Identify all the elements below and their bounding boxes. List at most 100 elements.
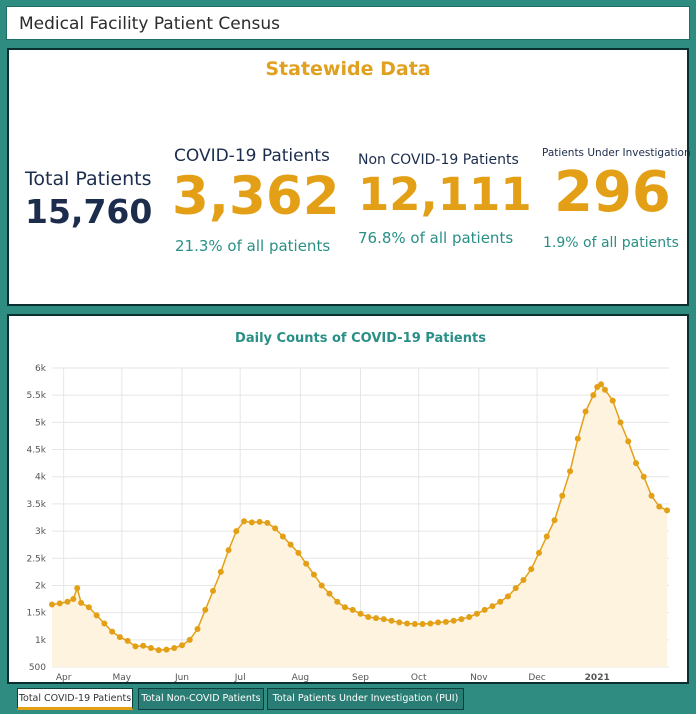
- data-point[interactable]: [217, 568, 224, 575]
- data-point[interactable]: [287, 541, 294, 548]
- data-point[interactable]: [295, 549, 302, 556]
- data-point[interactable]: [357, 610, 364, 617]
- data-point[interactable]: [272, 525, 279, 532]
- data-point[interactable]: [633, 460, 640, 467]
- data-point[interactable]: [458, 616, 465, 623]
- data-point[interactable]: [528, 566, 535, 573]
- data-point[interactable]: [481, 606, 488, 613]
- data-point[interactable]: [617, 419, 624, 426]
- pui-patients-value: 296: [554, 160, 671, 225]
- data-point[interactable]: [155, 647, 162, 654]
- data-point[interactable]: [334, 598, 341, 605]
- tab-total-non-covid-patients[interactable]: Total Non-COVID Patients: [138, 688, 264, 710]
- data-point[interactable]: [598, 381, 605, 388]
- y-tick-label: 3k: [35, 527, 47, 537]
- data-point[interactable]: [225, 547, 232, 554]
- data-point[interactable]: [349, 606, 356, 613]
- data-point[interactable]: [373, 615, 380, 622]
- y-tick-label: 1k: [35, 636, 47, 646]
- data-point[interactable]: [56, 600, 63, 607]
- data-point[interactable]: [116, 634, 123, 641]
- tab-total-covid-patients[interactable]: Total COVID-19 Patients: [17, 688, 133, 710]
- data-point[interactable]: [241, 518, 248, 525]
- data-point[interactable]: [318, 582, 325, 589]
- data-point[interactable]: [656, 503, 663, 510]
- data-point[interactable]: [303, 560, 310, 567]
- data-point[interactable]: [178, 642, 185, 649]
- data-point[interactable]: [124, 637, 131, 644]
- stats-heading: Statewide Data: [265, 58, 431, 80]
- data-point[interactable]: [512, 585, 519, 592]
- app-title-bar: Medical Facility Patient Census: [6, 6, 690, 40]
- data-point[interactable]: [427, 620, 434, 627]
- y-tick-label: 2.5k: [26, 554, 46, 564]
- data-point[interactable]: [109, 628, 116, 635]
- data-point[interactable]: [609, 397, 616, 404]
- data-point[interactable]: [489, 603, 496, 610]
- data-point[interactable]: [264, 519, 271, 526]
- data-point[interactable]: [551, 517, 558, 524]
- data-point[interactable]: [419, 621, 426, 628]
- data-point[interactable]: [186, 636, 193, 643]
- y-tick-label: 4k: [35, 473, 47, 483]
- data-point[interactable]: [404, 620, 411, 627]
- data-point[interactable]: [140, 642, 147, 649]
- data-point[interactable]: [543, 533, 550, 540]
- data-point[interactable]: [435, 619, 442, 626]
- data-point[interactable]: [341, 604, 348, 611]
- data-point[interactable]: [442, 618, 449, 625]
- data-point[interactable]: [574, 435, 581, 442]
- data-point[interactable]: [248, 519, 255, 526]
- data-point[interactable]: [559, 492, 566, 499]
- x-tick-label: Aug: [292, 673, 310, 682]
- tab-total-pui[interactable]: Total Patients Under Investigation (PUI): [267, 688, 464, 710]
- covid-patients-pct: 21.3% of all patients: [175, 237, 331, 255]
- data-point[interactable]: [147, 644, 154, 651]
- app-title: Medical Facility Patient Census: [19, 14, 281, 34]
- data-point[interactable]: [497, 598, 504, 605]
- data-point[interactable]: [450, 617, 457, 624]
- daily-counts-chart: Daily Counts of COVID-19 Patients 500 1k 1.…: [26, 331, 671, 682]
- data-point[interactable]: [625, 438, 632, 445]
- data-point[interactable]: [256, 518, 263, 525]
- data-point[interactable]: [194, 625, 201, 632]
- pui-patients-pct: 1.9% of all patients: [543, 235, 679, 251]
- data-point[interactable]: [567, 468, 574, 475]
- data-point[interactable]: [78, 599, 85, 606]
- data-point[interactable]: [279, 533, 286, 540]
- data-point[interactable]: [582, 408, 589, 415]
- data-point[interactable]: [664, 507, 671, 514]
- data-point[interactable]: [326, 590, 333, 597]
- x-tick-label: Sep: [352, 673, 369, 682]
- data-point[interactable]: [310, 571, 317, 578]
- data-point[interactable]: [640, 473, 647, 480]
- data-point[interactable]: [466, 613, 473, 620]
- data-point[interactable]: [132, 643, 139, 650]
- data-point[interactable]: [411, 621, 418, 628]
- data-point[interactable]: [504, 593, 511, 600]
- data-point[interactable]: [536, 549, 543, 556]
- data-point[interactable]: [601, 386, 608, 393]
- data-point[interactable]: [101, 620, 108, 627]
- data-point[interactable]: [93, 612, 100, 619]
- data-point[interactable]: [365, 613, 372, 620]
- data-point[interactable]: [473, 610, 480, 617]
- data-point[interactable]: [70, 596, 77, 603]
- data-point[interactable]: [648, 492, 655, 499]
- data-point[interactable]: [202, 606, 209, 613]
- data-point[interactable]: [49, 601, 55, 608]
- data-point[interactable]: [396, 619, 403, 626]
- y-tick-label: 5k: [35, 418, 47, 428]
- data-point[interactable]: [233, 528, 240, 535]
- data-point[interactable]: [163, 646, 170, 653]
- data-point[interactable]: [85, 604, 92, 611]
- data-point[interactable]: [171, 644, 178, 651]
- data-point[interactable]: [64, 598, 71, 605]
- data-point[interactable]: [520, 577, 527, 584]
- data-point[interactable]: [388, 617, 395, 624]
- data-point[interactable]: [380, 616, 387, 623]
- data-point[interactable]: [210, 587, 217, 594]
- data-point[interactable]: [590, 392, 597, 399]
- y-tick-label: 500: [29, 663, 46, 673]
- data-point[interactable]: [74, 585, 81, 592]
